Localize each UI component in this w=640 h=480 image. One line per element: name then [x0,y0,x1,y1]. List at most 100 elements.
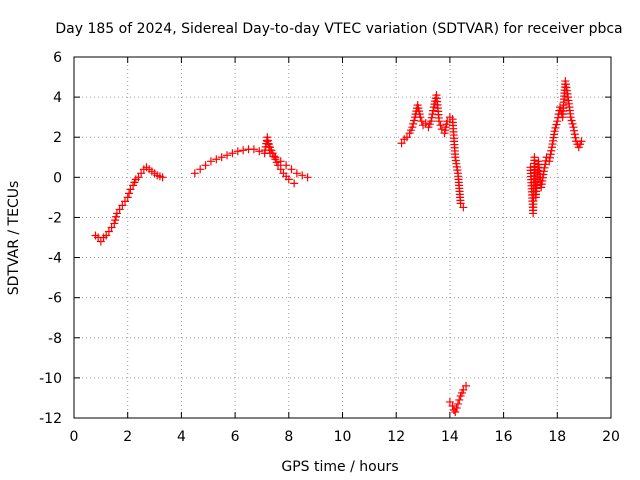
y-tick-label: 4 [53,90,62,106]
data-point [452,403,461,412]
data-point [566,113,575,122]
x-tick-label: 18 [548,429,566,445]
data-point [137,169,146,178]
data-point [287,165,296,174]
data-point [552,120,561,129]
x-tick-label: 20 [602,429,620,445]
data-point [123,193,132,202]
data-point [121,197,130,206]
x-tick-label: 12 [387,429,405,445]
y-tick-label: -6 [48,291,62,307]
data-point [453,399,462,408]
data-point [102,231,111,240]
data-point [402,133,411,142]
data-point [421,119,430,128]
data-point [417,117,426,126]
data-point [223,151,232,160]
data-point [292,169,301,178]
data-point [255,147,264,156]
data-point [408,123,417,132]
x-tick-label: 0 [70,429,79,445]
data-point [429,106,438,115]
data-point [555,103,564,112]
data-point [571,133,580,142]
data-point [290,179,299,188]
data-point [539,167,548,176]
data-point [550,127,559,136]
data-point [435,117,444,126]
data-point [541,160,550,169]
data-point [276,165,285,174]
y-tick-label: -2 [48,210,62,226]
data-point [437,125,446,134]
data-point [551,123,560,132]
data-point [112,209,121,218]
x-tick-label: 4 [177,429,186,445]
data-point [570,130,579,139]
y-tick-label: 6 [53,50,62,66]
chart-title: Day 185 of 2024, Sidereal Day-to-day VTE… [55,21,622,37]
data-point [134,173,143,182]
x-tick-label: 8 [284,429,293,445]
data-point [249,145,258,154]
data-point [110,219,119,228]
x-tick-label: 14 [441,429,459,445]
data-point [568,119,577,128]
data-point [282,161,291,170]
data-point [217,153,226,162]
data-point [212,155,221,164]
data-point [456,199,465,208]
data-point [206,157,215,166]
data-point [111,216,120,225]
data-point [577,137,586,146]
data-point [569,123,578,132]
data-point [567,116,576,125]
data-point [409,119,418,128]
data-point [115,205,124,214]
x-tick-label: 6 [231,429,240,445]
data-point [190,169,199,178]
data-point [553,117,562,126]
data-point [416,113,425,122]
y-tick-label: -10 [39,371,62,387]
data-point [303,173,312,182]
data-point [239,146,248,155]
data-point [104,227,113,236]
data-point [196,165,205,174]
y-tick-label: -8 [48,331,62,347]
axis-ticks: 0 2 4 6 8 10 12 14 16 18 20 -12 -10 -8 -6 -4 -2 0 2 4 6 [39,50,620,445]
data-point [547,146,556,155]
data-point [125,189,134,198]
data-point [201,161,210,170]
data-point [545,153,554,162]
x-tick-label: 16 [495,429,513,445]
data-point [459,203,468,212]
data-point [397,139,406,148]
grid [74,57,611,418]
data-point [445,397,454,406]
data-point [545,157,554,166]
data-point [540,163,549,172]
data-point [228,149,237,158]
x-axis-label: GPS time / hours [281,459,398,475]
y-tick-label: -4 [48,251,62,267]
y-axis-label: SDTVAR / TECUs [6,181,22,296]
data-point [118,201,127,210]
data-point [298,171,307,180]
data-point [233,147,242,156]
data-point [284,175,293,184]
y-tick-label: -12 [39,411,62,427]
y-tick-label: 2 [53,130,62,146]
data-point [462,381,471,390]
data-point [436,121,445,130]
data-point [96,237,105,246]
data-point [443,117,452,126]
data-point [546,150,555,159]
y-tick-label: 0 [53,170,62,186]
data-point [459,385,468,394]
x-tick-label: 10 [334,429,352,445]
x-tick-label: 2 [123,429,132,445]
data-point [427,113,436,122]
data-point [274,161,283,170]
data-point [126,185,135,194]
